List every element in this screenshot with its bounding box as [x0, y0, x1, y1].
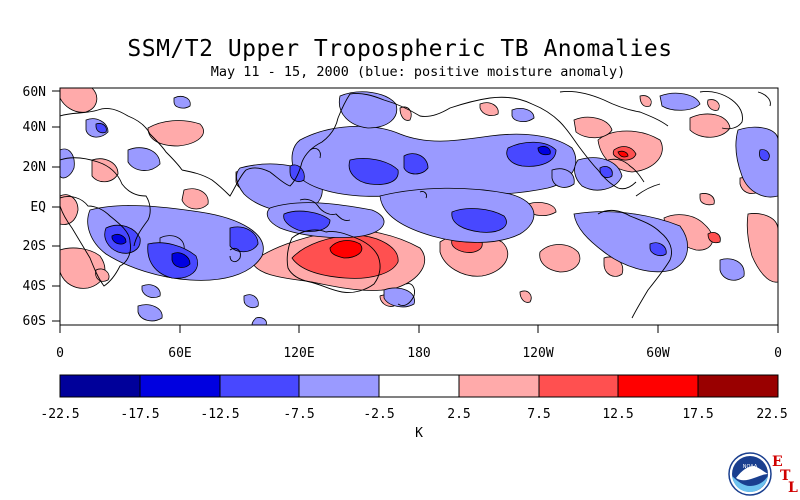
lon-label-60w: 60W — [646, 346, 670, 361]
colorbar-tick-label: -17.5 — [120, 407, 159, 422]
latitude-ticks — [52, 90, 60, 322]
lon-label-60e: 60E — [168, 346, 191, 361]
colorbar: -22.5 -17.5 -12.5 -7.5 -2.5 2.5 7.5 12.5… — [40, 374, 788, 441]
colorbar-tick-label: 2.5 — [447, 407, 470, 422]
lat-label-20n: 20N — [23, 160, 46, 175]
lat-label-60s: 60S — [23, 314, 46, 329]
lat-label-40s: 40S — [23, 279, 46, 294]
colorbar-swatch-6 — [459, 375, 539, 397]
coastlines — [60, 91, 771, 319]
colorbar-swatch-1 — [60, 375, 140, 397]
colorbar-tick-label: -2.5 — [363, 407, 394, 422]
positive-anomalies — [60, 88, 778, 307]
lat-label-60n: 60N — [23, 85, 46, 100]
colorbar-tick-label: -7.5 — [283, 407, 314, 422]
colorbar-tick-label: 17.5 — [682, 407, 713, 422]
colorbar-tick-label: -12.5 — [200, 407, 239, 422]
anomaly-field — [60, 88, 778, 325]
lon-label-120w: 120W — [522, 346, 553, 361]
longitude-ticks — [59, 325, 779, 333]
map-subtitle: May 11 - 15, 2000 (blue: positive moistu… — [210, 64, 626, 80]
colorbar-swatch-4 — [299, 375, 379, 397]
lon-label-0: 0 — [56, 346, 64, 361]
noaa-logo-text: NOAA — [743, 464, 758, 470]
lat-label-40n: 40N — [23, 120, 46, 135]
lat-label-20s: 20S — [23, 239, 46, 254]
etl-letter-l: L — [788, 480, 798, 496]
colorbar-tick-label: 22.5 — [756, 407, 787, 422]
colorbar-swatch-3 — [220, 375, 299, 397]
noaa-logo-icon: NOAA — [728, 452, 772, 496]
colorbar-swatch-8 — [618, 375, 698, 397]
colorbar-swatch-5 — [379, 375, 459, 397]
colorbar-tick-label: 7.5 — [527, 407, 550, 422]
colorbar-tick-label: -22.5 — [40, 407, 79, 422]
colorbar-frame — [59, 374, 779, 398]
colorbar-swatch-7 — [539, 375, 618, 397]
lon-label-120e: 120E — [283, 346, 314, 361]
longitude-labels: 0 60E 120E 180 120W 60W 0 — [56, 346, 782, 361]
lon-label-180: 180 — [407, 346, 430, 361]
colorbar-tick-labels: -22.5 -17.5 -12.5 -7.5 -2.5 2.5 7.5 12.5… — [40, 407, 787, 422]
colorbar-unit-label: K — [415, 426, 423, 441]
etl-letter-t: T — [780, 468, 791, 484]
colorbar-swatch-9 — [698, 375, 778, 397]
latitude-labels: 60N 40N 20N EQ 20S 40S 60S — [23, 85, 47, 329]
colorbar-swatch-2 — [140, 375, 220, 397]
colorbar-tick-label: 12.5 — [602, 407, 633, 422]
negative-anomalies — [60, 91, 778, 325]
map-title: SSM/T2 Upper Tropospheric TB Anomalies — [127, 36, 673, 62]
lat-label-eq: EQ — [30, 200, 46, 215]
etl-logo: E T L — [770, 450, 800, 498]
lon-label-0-east: 0 — [774, 346, 782, 361]
anomaly-map: 60N 40N 20N EQ 20S 40S 60S 0 60E 120E 18… — [23, 85, 788, 441]
etl-letter-e: E — [772, 454, 783, 470]
